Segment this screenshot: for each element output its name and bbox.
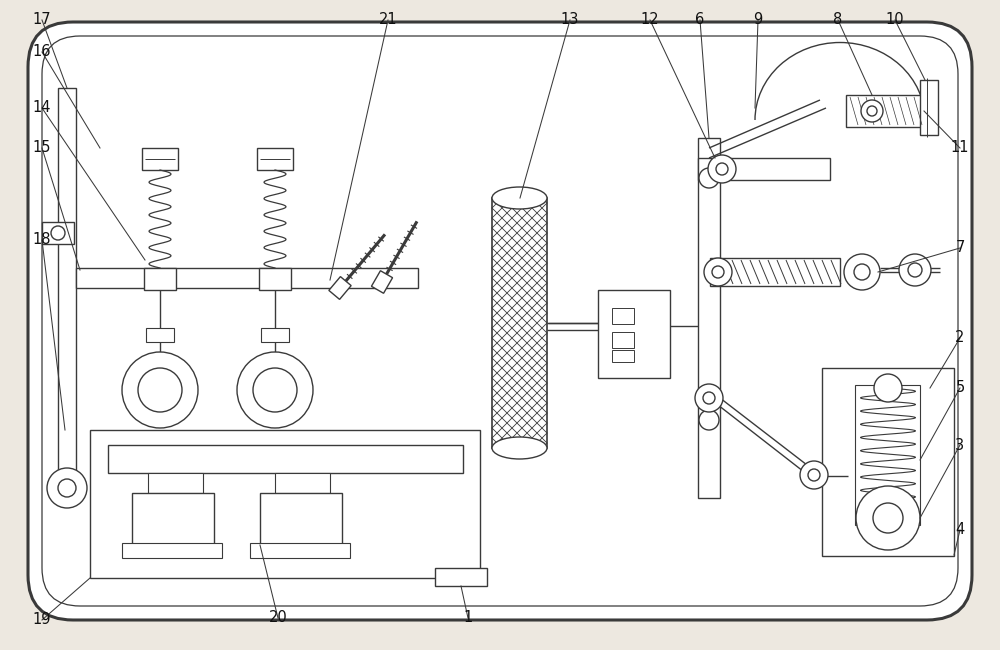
Circle shape	[800, 461, 828, 489]
Text: 12: 12	[641, 12, 659, 27]
Bar	[698, 138, 720, 498]
Circle shape	[708, 155, 736, 183]
Text: 21: 21	[379, 12, 397, 27]
Circle shape	[703, 392, 715, 404]
Text: 1: 1	[463, 610, 473, 625]
Circle shape	[695, 384, 723, 412]
Text: 6: 6	[695, 12, 705, 27]
Polygon shape	[329, 277, 351, 300]
Bar	[698, 158, 830, 180]
Circle shape	[856, 486, 920, 550]
Bar	[612, 332, 634, 348]
Ellipse shape	[492, 437, 547, 459]
Bar	[855, 385, 920, 525]
Text: 4: 4	[955, 523, 965, 538]
Circle shape	[699, 168, 719, 188]
Circle shape	[138, 368, 182, 412]
Bar	[822, 368, 954, 556]
Circle shape	[253, 368, 297, 412]
Bar	[148, 473, 203, 493]
Bar	[58, 88, 76, 488]
Text: 7: 7	[955, 240, 965, 255]
Circle shape	[122, 352, 198, 428]
Bar	[76, 268, 418, 288]
Bar	[261, 328, 289, 342]
Circle shape	[699, 410, 719, 430]
Bar	[122, 543, 222, 558]
Circle shape	[854, 264, 870, 280]
Circle shape	[844, 254, 880, 290]
Circle shape	[861, 100, 883, 122]
Bar	[132, 493, 214, 545]
Text: 15: 15	[33, 140, 51, 155]
Bar	[435, 568, 487, 586]
Bar	[144, 268, 176, 290]
Bar	[108, 445, 463, 473]
Bar	[612, 350, 634, 362]
Text: 20: 20	[269, 610, 287, 625]
Bar	[920, 80, 938, 135]
Text: 11: 11	[951, 140, 969, 155]
Circle shape	[237, 352, 313, 428]
Circle shape	[716, 163, 728, 175]
Bar	[612, 308, 634, 324]
Circle shape	[808, 469, 820, 481]
Circle shape	[47, 468, 87, 508]
Ellipse shape	[492, 187, 547, 209]
Bar	[275, 473, 330, 493]
Polygon shape	[371, 270, 393, 293]
Text: 17: 17	[33, 12, 51, 27]
Circle shape	[58, 479, 76, 497]
Bar	[146, 328, 174, 342]
Text: 19: 19	[33, 612, 51, 627]
Bar	[42, 222, 74, 244]
Bar	[492, 198, 547, 448]
FancyBboxPatch shape	[28, 22, 972, 620]
Circle shape	[899, 254, 931, 286]
Text: 10: 10	[886, 12, 904, 27]
Bar	[846, 95, 926, 127]
Circle shape	[867, 106, 877, 116]
Circle shape	[704, 258, 732, 286]
Bar	[259, 268, 291, 290]
Circle shape	[712, 266, 724, 278]
Circle shape	[874, 374, 902, 402]
Text: 13: 13	[561, 12, 579, 27]
Bar	[260, 493, 342, 545]
Text: 14: 14	[33, 101, 51, 116]
Circle shape	[51, 226, 65, 240]
Bar	[142, 148, 178, 170]
Bar	[710, 258, 840, 286]
Text: 8: 8	[833, 12, 843, 27]
Text: 18: 18	[33, 233, 51, 248]
Bar	[90, 430, 480, 578]
Circle shape	[873, 503, 903, 533]
Text: 3: 3	[955, 437, 965, 452]
Text: 16: 16	[33, 44, 51, 60]
Text: 2: 2	[955, 330, 965, 346]
Bar	[257, 148, 293, 170]
Text: 9: 9	[753, 12, 763, 27]
Bar	[598, 290, 670, 378]
Text: 5: 5	[955, 380, 965, 395]
Bar	[250, 543, 350, 558]
Circle shape	[908, 263, 922, 277]
